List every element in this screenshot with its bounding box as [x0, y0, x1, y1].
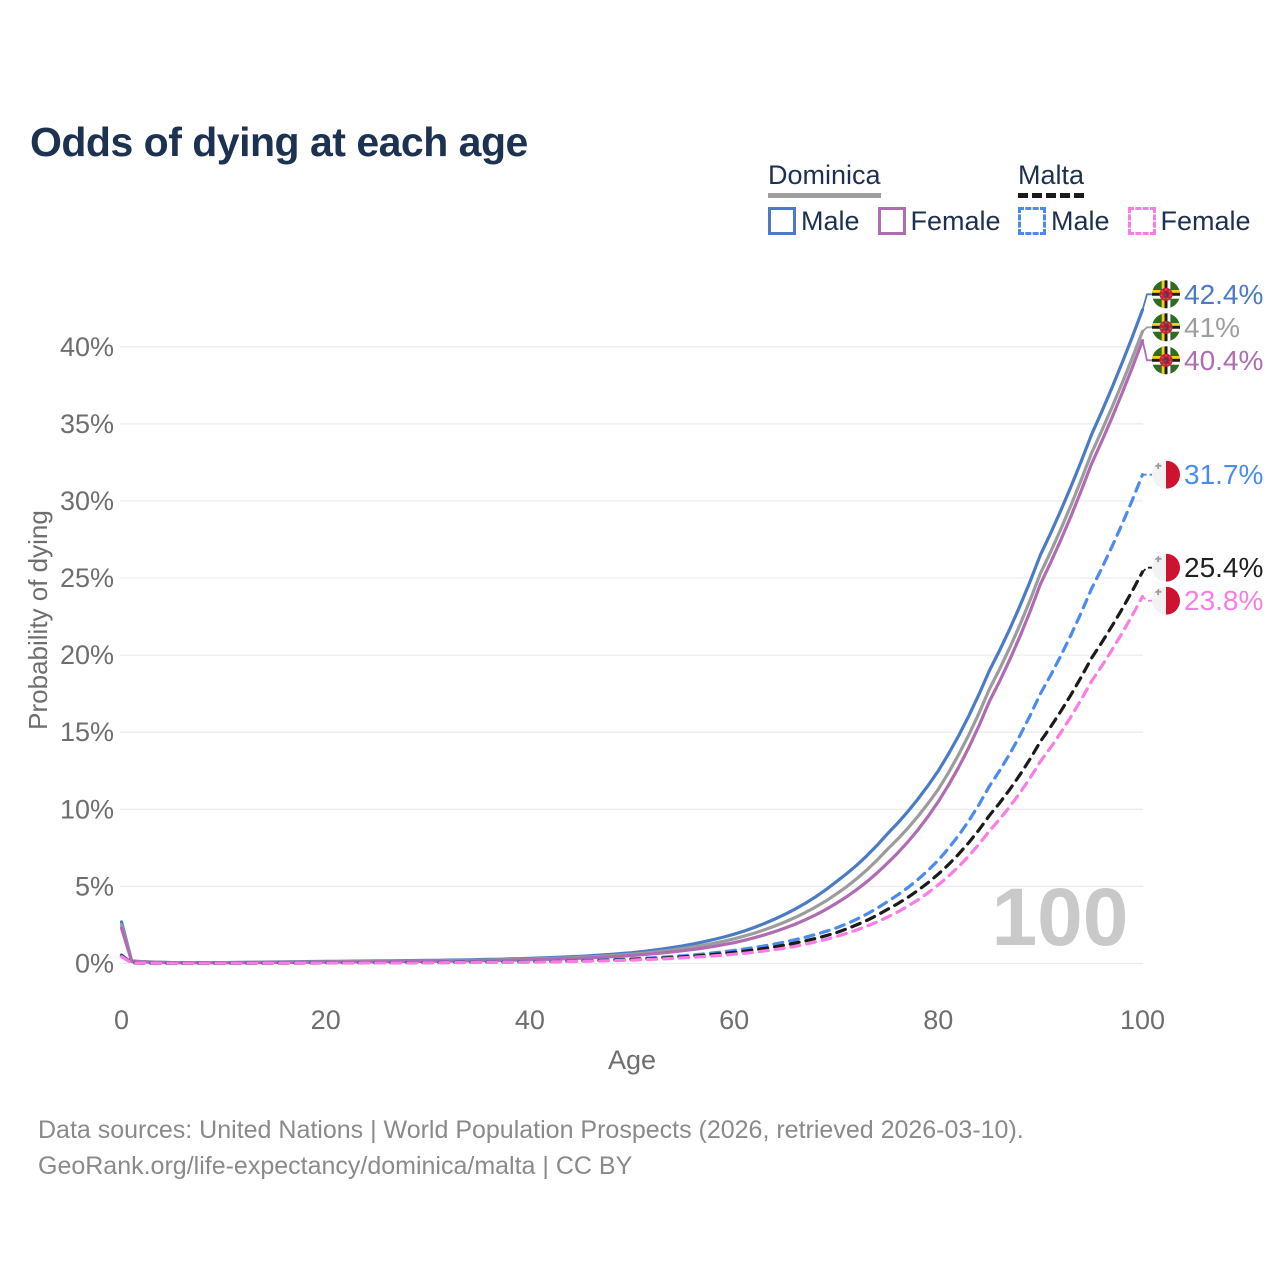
end-value-label: 31.7%: [1184, 459, 1263, 490]
axis-ticks: 0% 5% 10% 15% 20% 25% 30% 35% 40% 0 20 40 60 80 100: [60, 332, 1165, 1035]
y-tick-label: 0%: [75, 949, 114, 979]
x-tick-label: 0: [114, 1005, 129, 1035]
series-line-dominica-male: [119, 308, 1145, 965]
dominica-male-swatch-icon: [768, 207, 796, 235]
malta-flag-icon: [1152, 587, 1180, 615]
legend-item-dominica-male: Male: [768, 207, 860, 235]
series-line-malta-female: [119, 595, 1145, 965]
gridlines: [120, 346, 1143, 965]
end-value-labels: 42.4%41%40.4% 31.7% 25.4%23.8%: [1141, 279, 1263, 616]
legend-group-malta: Malta Male Female: [1018, 160, 1251, 235]
chart-legend: Dominica Male Female Malta Male Female: [0, 160, 1280, 240]
legend-label: Female: [1160, 206, 1251, 236]
y-tick-label: 20%: [60, 640, 114, 670]
y-tick-label: 25%: [60, 563, 114, 593]
legend-label: Female: [910, 206, 1001, 236]
end-label-connector: [1141, 340, 1152, 362]
dominica-flag-icon: [1152, 280, 1180, 308]
legend-item-dominica-female: Female: [877, 206, 1001, 236]
watermark-age: 100: [992, 872, 1129, 963]
end-label-connector: [1141, 293, 1152, 311]
malta-flag-icon: [1152, 554, 1180, 582]
dominica-flag-icon: [1152, 346, 1180, 374]
dominica-flag-icon: [1152, 313, 1180, 341]
end-label-connector: [1141, 595, 1152, 602]
end-label-connector: [1141, 566, 1152, 573]
series-line-dominica-female: [119, 339, 1145, 965]
dominica-female-swatch-icon: [877, 207, 906, 235]
end-value-label: 40.4%: [1184, 345, 1263, 376]
page-title: Odds of dying at each age: [30, 119, 528, 166]
legend-item-malta-female: Female: [1127, 206, 1251, 236]
x-axis-title: Age: [608, 1045, 656, 1075]
y-axis-title: Probability of dying: [23, 510, 53, 730]
y-tick-label: 5%: [75, 871, 114, 901]
end-value-label: 41%: [1184, 312, 1240, 343]
y-tick-label: 35%: [60, 409, 114, 439]
legend-row-malta: Male Female: [1018, 207, 1251, 235]
y-tick-label: 30%: [60, 486, 114, 516]
y-tick-label: 40%: [60, 332, 114, 362]
legend-label: Male: [801, 206, 860, 236]
end-value-label: 42.4%: [1184, 279, 1263, 310]
y-tick-label: 15%: [60, 717, 114, 747]
x-tick-label: 40: [515, 1005, 545, 1035]
legend-group-dominica: Dominica Male Female: [768, 160, 1001, 235]
series-line-dominica-both-sexes: [119, 329, 1145, 965]
series-line-malta-male: [119, 473, 1145, 965]
malta-flag-icon: [1152, 461, 1180, 489]
series-line-malta-both-sexes: [119, 570, 1145, 965]
legend-header-malta: Malta: [1018, 160, 1085, 198]
malta-female-swatch-icon: [1127, 207, 1156, 235]
legend-label: Male: [1051, 206, 1110, 236]
legend-row-dominica: Male Female: [768, 207, 1001, 235]
end-label-connector: [1141, 326, 1152, 333]
footer: Data sources: United Nations | World Pop…: [38, 1112, 1024, 1184]
x-tick-label: 100: [1120, 1005, 1165, 1035]
data-series: [119, 308, 1145, 965]
footer-attribution: GeoRank.org/life-expectancy/dominica/mal…: [38, 1152, 633, 1180]
footer-data-sources: Data sources: United Nations | World Pop…: [38, 1116, 1024, 1144]
y-tick-label: 10%: [60, 794, 114, 824]
x-tick-label: 80: [923, 1005, 953, 1035]
legend-header-dominica: Dominica: [768, 160, 881, 198]
end-value-label: 23.8%: [1184, 585, 1263, 616]
legend-item-malta-male: Male: [1018, 207, 1110, 235]
malta-male-swatch-icon: [1018, 207, 1046, 235]
end-value-label: 25.4%: [1184, 552, 1263, 583]
x-tick-label: 20: [311, 1005, 341, 1035]
x-tick-label: 60: [719, 1005, 749, 1035]
